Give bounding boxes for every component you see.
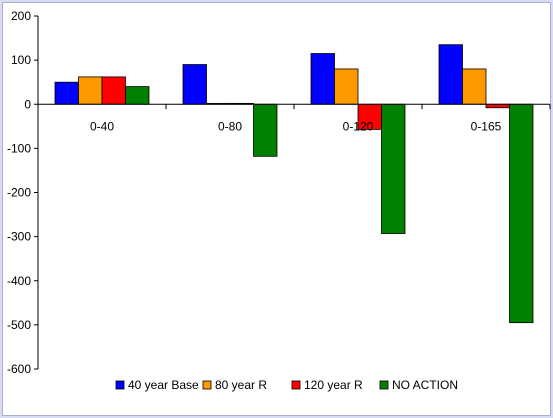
bar-40-year-base-0-120 <box>310 53 335 105</box>
y-tick-label: 100 <box>11 53 31 67</box>
bar-120-year-r-0-165 <box>485 103 510 109</box>
legend-swatch-120-year-r <box>291 380 301 390</box>
legend-label-40-year-base: 40 year Base <box>128 378 199 392</box>
x-tick-label: 0-80 <box>218 119 242 133</box>
y-tick-label: -200 <box>7 186 31 200</box>
y-tick-label: -100 <box>7 141 31 155</box>
x-tick-label: 0-165 <box>471 119 502 133</box>
legend-label-no-action: NO ACTION <box>392 378 458 392</box>
legend-swatch-80-year-r <box>202 380 212 390</box>
x-tick-label: 0-120 <box>343 119 374 133</box>
legend-label-80-year-r: 80 year R <box>215 378 267 392</box>
bar-40-year-base-0-165 <box>438 44 463 105</box>
y-tick-label: -400 <box>7 274 31 288</box>
legend-swatch-no-action <box>379 380 389 390</box>
bar-80-year-r-0-120 <box>334 68 359 105</box>
legend-swatch-40-year-base <box>115 380 125 390</box>
x-axis: 0-40 0-80 0-120 0-165 <box>37 103 551 133</box>
y-tick-label: 0 <box>24 97 31 111</box>
bar-40-year-base-0-40 <box>54 81 79 105</box>
legend-label-120-year-r: 120 year R <box>304 378 363 392</box>
bar-no-action-0-40 <box>125 86 150 105</box>
y-tick-label: -500 <box>7 318 31 332</box>
bar-120-year-r-0-40 <box>101 76 126 105</box>
y-tick-label: 200 <box>11 9 31 23</box>
x-tick-label: 0-40 <box>90 119 114 133</box>
bar-no-action-0-80 <box>253 103 278 157</box>
bar-40-year-base-0-80 <box>182 64 207 105</box>
bar-80-year-r-0-165 <box>462 68 487 105</box>
bar-no-action-0-120 <box>381 103 406 234</box>
bars <box>54 44 534 324</box>
bar-80-year-r-0-40 <box>78 76 103 105</box>
bar-no-action-0-165 <box>509 103 534 324</box>
y-axis: 200 100 0 -100 -200 -300 -400 -500 -600 <box>7 9 39 376</box>
legend: 40 year Base 80 year R 120 year R NO ACTION <box>115 378 458 392</box>
y-tick-label: -600 <box>7 362 31 376</box>
y-tick-label: -300 <box>7 230 31 244</box>
